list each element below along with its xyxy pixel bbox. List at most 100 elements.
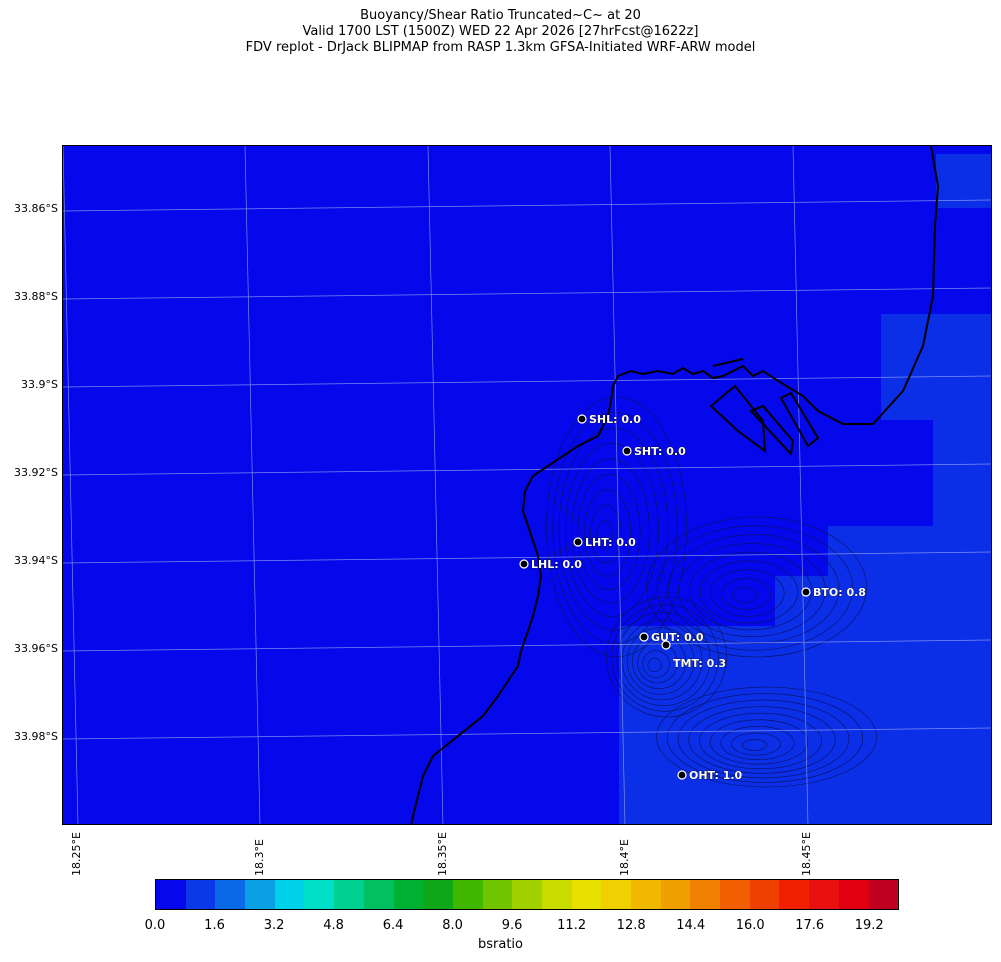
contour-line <box>721 578 771 610</box>
colorbar-tick-label: 19.2 <box>854 918 884 933</box>
station-label: OHT: 1.0 <box>689 769 743 782</box>
contour-line <box>731 586 758 604</box>
latitude-line <box>63 199 991 212</box>
latitude-label: 33.9°S <box>21 378 58 391</box>
station-tmt[interactable]: TMT: 0.3 <box>661 640 726 670</box>
contour-line <box>637 642 678 684</box>
station-marker <box>577 414 587 424</box>
colorbar-swatch <box>720 880 750 909</box>
station-label: SHT: 0.0 <box>634 445 686 458</box>
contour-line <box>647 658 662 672</box>
colorbar-swatch <box>215 880 246 909</box>
graticule <box>63 146 991 824</box>
station-marker <box>622 446 632 456</box>
station-marker <box>573 537 583 547</box>
contour-line <box>677 699 850 779</box>
title-line-3: FDV replot - DrJack BLIPMAP from RASP 1.… <box>245 40 756 55</box>
longitude-label: 18.45°E <box>800 832 813 876</box>
station-bto[interactable]: BTO: 0.8 <box>801 586 866 599</box>
station-label: LHL: 0.0 <box>531 558 582 571</box>
contour-line <box>642 650 670 678</box>
contour-line <box>646 516 867 658</box>
colorbar-swatch <box>334 880 364 909</box>
colorbar <box>155 879 899 910</box>
contour-line <box>689 551 812 631</box>
latitude-line <box>63 375 991 388</box>
latitude-label: 33.88°S <box>14 290 58 303</box>
colorbar-tick-label: 8.0 <box>442 918 463 933</box>
colorbar-swatch <box>868 880 899 909</box>
contour-line <box>656 686 877 788</box>
contour-line <box>666 693 864 783</box>
colorbar-swatch <box>512 880 542 909</box>
contour-line <box>731 732 781 756</box>
station-marker <box>677 770 687 780</box>
colorbar-swatch <box>156 880 186 909</box>
station-label: BTO: 0.8 <box>813 586 866 599</box>
colorbar-swatch <box>482 880 513 909</box>
contour-line <box>626 627 695 695</box>
bsratio-field <box>619 154 991 824</box>
latitude-label: 33.92°S <box>14 466 58 479</box>
contour-line <box>709 719 809 765</box>
coastline-path <box>410 146 940 824</box>
colorbar-swatch <box>363 880 394 909</box>
colorbar-tick-label: 12.8 <box>616 918 646 933</box>
colorbar-swatch <box>631 880 661 909</box>
colorbar-tick-label: 0.0 <box>144 918 166 933</box>
contour-line <box>710 569 785 617</box>
harbour-breakwater <box>712 358 744 367</box>
station-shl[interactable]: SHL: 0.0 <box>577 413 641 426</box>
contour-line <box>558 427 669 631</box>
contour-line <box>678 543 826 637</box>
contour-line <box>565 443 659 617</box>
latitude-line <box>63 463 991 476</box>
colorbar-tick-label: 6.4 <box>382 918 404 933</box>
latitude-line <box>63 551 991 564</box>
colorbar-swatch <box>838 880 869 909</box>
contour-line <box>616 612 711 706</box>
colorbar-swatch <box>809 880 839 909</box>
latitude-label: 33.98°S <box>14 730 58 743</box>
field-cell <box>933 420 991 526</box>
terrain-contours <box>546 396 877 788</box>
contour-line <box>720 726 795 760</box>
contour-line <box>667 534 840 644</box>
station-oht[interactable]: OHT: 1.0 <box>677 769 743 782</box>
colorbar-swatch <box>423 880 453 909</box>
colorbar-swatch <box>749 880 780 909</box>
longitude-label: 18.25°E <box>70 832 83 876</box>
contour-line <box>699 712 822 770</box>
station-sht[interactable]: SHT: 0.0 <box>622 445 686 458</box>
map-panel[interactable]: SHL: 0.0 SHT: 0.0 LHT: 0.0 LHL: 0.0 BTO: 0.8… <box>62 145 992 825</box>
contour-line <box>596 520 613 550</box>
station-label: LHT: 0.0 <box>585 536 636 549</box>
contour-line <box>571 458 650 604</box>
colorbar-swatch <box>601 880 631 909</box>
station-marker <box>639 632 649 642</box>
colorbar-swatch <box>245 880 275 909</box>
station-marker <box>801 587 811 597</box>
coastline <box>410 146 940 824</box>
station-marker <box>661 640 671 650</box>
colorbar-swatch <box>274 880 305 909</box>
latitude-label: 33.96°S <box>14 642 58 655</box>
latitude-label: 33.86°S <box>14 202 58 215</box>
contour-line <box>741 739 768 751</box>
station-lhl[interactable]: LHL: 0.0 <box>519 558 583 571</box>
station-lht[interactable]: LHT: 0.0 <box>573 536 636 549</box>
longitude-label: 18.4°E <box>618 839 631 876</box>
latitude-line <box>63 727 991 740</box>
longitude-line <box>792 146 809 824</box>
harbour-quay <box>749 404 795 457</box>
field-cell <box>936 154 991 208</box>
colorbar-swatch <box>185 880 216 909</box>
station-gut[interactable]: GUT: 0.0 <box>639 631 704 644</box>
colorbar-title: bsratio <box>478 937 523 952</box>
station-label: SHL: 0.0 <box>589 413 641 426</box>
colorbar-tick-label: 11.2 <box>557 918 587 933</box>
colorbar-swatch <box>690 880 721 909</box>
contour-line <box>546 396 687 658</box>
